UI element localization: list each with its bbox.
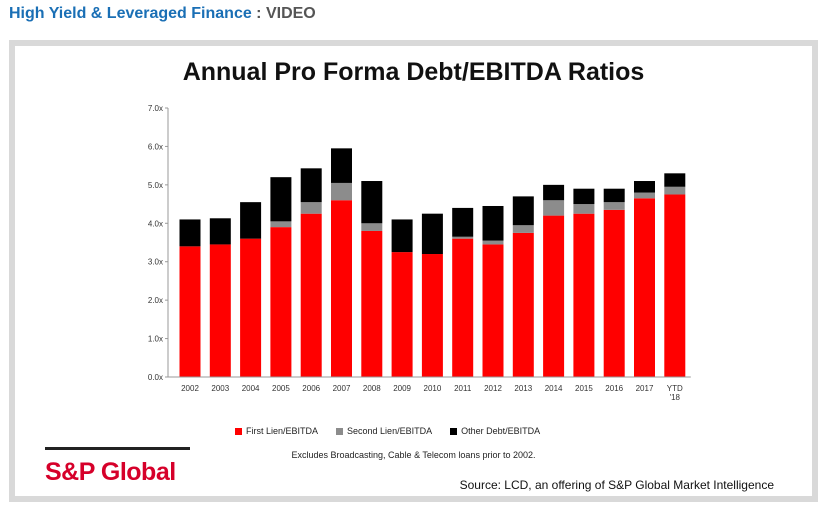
bar-other-debt-2015 [573,188,595,205]
y-tick-label: 7.0x [148,104,163,113]
x-tick-label: YTD [667,384,683,393]
x-tick-label: 2008 [363,384,381,393]
legend-swatch-second-lien [336,427,344,435]
x-axis: 2002 2003 2004 2005 2006 2007 2008 2009 2010 2011… [168,376,691,402]
bar-first-lien-2014 [543,215,565,377]
bar-other-debt-2014 [543,184,565,201]
bar-second-lien-2008 [361,223,383,231]
bar-other-debt-2010 [421,213,443,255]
x-tick-label: 2012 [484,384,502,393]
chart-legend: First Lien/EBITDA Second Lien/EBITDA Oth… [235,426,540,436]
chart-footnote: Excludes Broadcasting, Cable & Telecom l… [291,450,536,460]
bar-second-lien-ytd-18 [664,186,686,195]
y-tick-label: 4.0x [148,219,163,228]
bar-second-lien-2013 [512,225,534,233]
video-player[interactable]: Annual Pro Forma Debt/EBITDA Ratios 0.0x… [9,40,818,502]
bar-second-lien-2014 [543,200,565,216]
y-axis: 0.0x 1.0x 2.0x 3.0x 4.0x 5.0x 6.0x 7.0x [148,104,169,382]
source-note: Source: LCD, an offering of S&P Global M… [459,478,774,492]
x-tick-label: 2009 [393,384,411,393]
video-slide: Annual Pro Forma Debt/EBITDA Ratios 0.0x… [15,46,812,496]
bar-first-lien-2013 [512,232,534,377]
section-title-link[interactable]: High Yield & Leveraged Finance [9,5,252,22]
bar-other-debt-2007 [331,148,352,183]
bar-second-lien-2006 [300,202,322,214]
legend-item-first-lien: First Lien/EBITDA [235,426,318,436]
x-tick-label: 2002 [181,384,199,393]
x-tick-label: 2004 [242,384,260,393]
bar-other-debt-2006 [300,168,322,203]
x-tick-label: 2003 [211,384,229,393]
x-tick-label: 2017 [636,384,654,393]
sp-global-logo: S&P Global [45,458,176,486]
bar-other-debt-2005 [270,177,292,222]
legend-label-first-lien: First Lien/EBITDA [246,426,319,436]
bar-other-debt-2002 [179,219,201,247]
bar-first-lien-2008 [361,230,383,377]
content-kind-label: VIDEO [265,5,316,22]
bar-first-lien-2016 [603,209,625,377]
x-tick-label: 2016 [605,384,623,393]
y-tick-label: 1.0x [148,335,163,344]
bar-second-lien-2017 [634,192,655,199]
page-header: High Yield & Leveraged Finance : VIDEO [9,4,316,24]
y-tick-label: 6.0x [148,142,163,151]
legend-label-other-debt: Other Debt/EBITDA [461,426,541,436]
bar-second-lien-2005 [270,221,292,228]
legend-swatch-first-lien [235,427,242,435]
bar-first-lien-2011 [452,238,474,377]
bar-other-debt-2017 [634,181,655,193]
legend-item-other-debt: Other Debt/EBITDA [450,426,540,436]
x-tick-label: 2006 [302,384,320,393]
x-tick-label: 2010 [424,384,442,393]
bar-other-debt-2012 [482,205,504,241]
header-separator: : [251,5,266,22]
x-tick-label: 2013 [514,384,532,393]
bar-first-lien-2010 [421,254,443,377]
bar-other-debt-2011 [452,207,474,237]
bar-first-lien-2006 [300,213,322,377]
bar-other-debt-2004 [240,202,262,239]
chart-title: Annual Pro Forma Debt/EBITDA Ratios [182,58,645,86]
bar-first-lien-2007 [331,200,352,377]
bars [179,148,686,377]
bar-other-debt-2003 [209,218,231,245]
bar-first-lien-2002 [179,246,201,377]
x-tick-label: 2015 [575,384,593,393]
legend-item-second-lien: Second Lien/EBITDA [336,426,432,436]
bar-other-debt-2009 [391,219,413,253]
bar-first-lien-2017 [634,198,655,377]
bar-first-lien-2015 [573,213,595,377]
brand-accent-bar [45,447,190,450]
x-tick-label: 2014 [545,384,563,393]
bar-second-lien-2016 [603,202,625,210]
bar-first-lien-2003 [209,244,231,377]
bar-second-lien-2007 [331,182,352,201]
stacked-bar-chart: 0.0x1.0x2.0x3.0x4.0x5.0x6.0x7.0x 2002 200… [148,104,691,402]
x-tick-label: 2007 [333,384,351,393]
bar-other-debt-2013 [512,196,534,226]
y-tick-label: 0.0x [148,373,163,382]
bar-second-lien-2012 [482,240,504,245]
bar-second-lien-2015 [573,204,595,214]
bar-other-debt-2016 [603,188,625,203]
x-tick-label: '18 [670,393,681,402]
legend-label-second-lien: Second Lien/EBITDA [347,426,433,436]
y-tick-label: 5.0x [148,181,163,190]
bar-other-debt-ytd-18 [664,173,686,187]
bar-first-lien-2012 [482,244,504,377]
y-tick-label: 2.0x [148,296,163,305]
bar-other-debt-2008 [361,181,383,224]
bar-first-lien-2005 [270,227,292,377]
bar-first-lien-2009 [391,252,413,377]
bar-second-lien-2011 [452,236,474,239]
y-tick-label: 3.0x [148,258,163,267]
x-tick-label: 2011 [454,384,472,393]
legend-swatch-other-debt [450,427,458,435]
x-tick-label: 2005 [272,384,290,393]
bar-first-lien-ytd-18 [664,194,686,377]
bar-first-lien-2004 [240,238,262,377]
